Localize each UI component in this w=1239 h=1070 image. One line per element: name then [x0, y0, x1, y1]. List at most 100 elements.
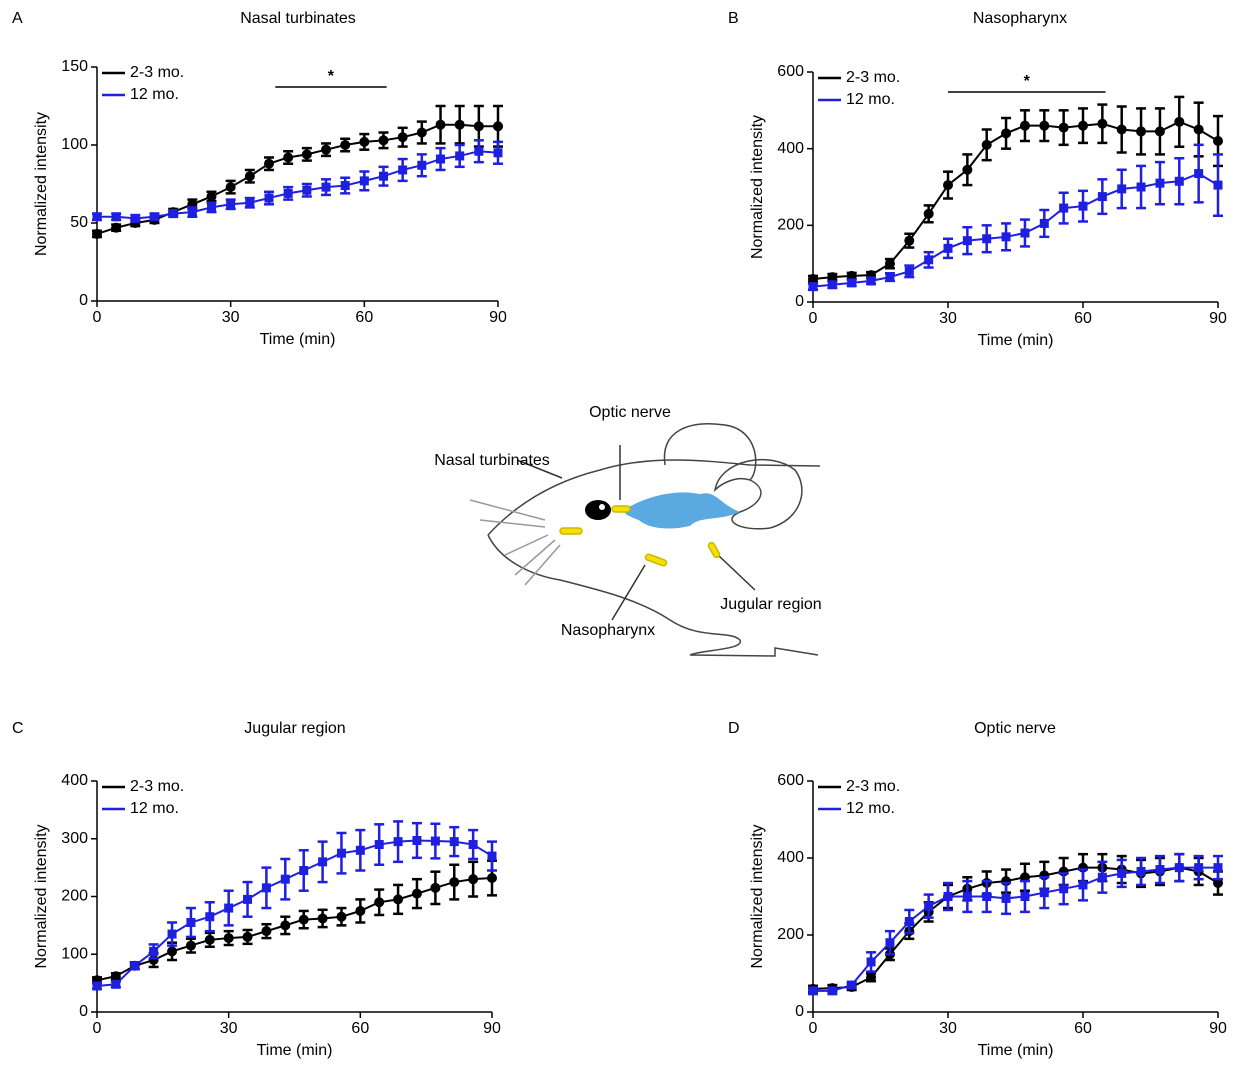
marker — [808, 274, 818, 284]
marker — [1019, 872, 1030, 883]
x-tick-label: 60 — [1074, 1020, 1092, 1037]
marker — [187, 207, 197, 217]
head-outline — [487, 459, 821, 536]
y-tick-label: 400 — [61, 772, 88, 789]
marker — [827, 986, 837, 996]
marker — [885, 938, 895, 948]
nasopharynx-marker — [644, 553, 668, 567]
marker — [847, 980, 857, 990]
marker — [1136, 182, 1146, 192]
marker — [1020, 892, 1030, 901]
jaw-outline — [487, 534, 819, 657]
marker — [808, 986, 818, 996]
marker — [962, 164, 973, 175]
marker — [904, 917, 914, 927]
y-tick-label: 0 — [795, 1003, 804, 1020]
x-tick-label: 90 — [1209, 1020, 1227, 1037]
arrow-nasopharynx — [611, 564, 646, 621]
marker — [1001, 232, 1011, 242]
marker — [416, 127, 427, 138]
x-tick-label: 0 — [809, 310, 818, 327]
marker — [397, 132, 408, 143]
marker — [226, 199, 236, 209]
marker — [474, 146, 484, 156]
series-line — [813, 866, 1218, 992]
marker — [1059, 884, 1069, 894]
marker — [487, 851, 497, 861]
marker — [417, 160, 427, 170]
marker — [904, 235, 915, 246]
marker — [884, 258, 895, 269]
marker — [1001, 893, 1011, 903]
panel-letter: A — [12, 10, 23, 27]
marker — [827, 272, 838, 283]
marker — [1213, 136, 1223, 146]
marker — [393, 894, 404, 905]
legend-label: 12 mo. — [846, 91, 895, 108]
marker — [374, 840, 384, 850]
legend-label: 2-3 mo. — [130, 778, 184, 795]
marker — [321, 182, 331, 192]
brain-vessels — [624, 492, 740, 529]
chart-title: Nasal turbinates — [240, 10, 356, 27]
marker — [298, 914, 309, 925]
marker — [149, 946, 159, 956]
marker — [981, 139, 992, 150]
marker — [299, 866, 309, 876]
marker — [280, 874, 290, 884]
y-axis-label: Normalized intensity — [749, 824, 766, 968]
diagram-label: Jugular region — [720, 596, 821, 613]
marker — [449, 877, 460, 888]
marker — [982, 892, 992, 901]
marker — [374, 897, 385, 908]
marker — [1193, 124, 1204, 135]
marker — [1039, 120, 1050, 131]
marker — [1194, 169, 1204, 179]
marker — [487, 873, 497, 884]
marker — [923, 208, 934, 219]
ear-back — [663, 423, 757, 481]
x-tick-label: 60 — [351, 1020, 369, 1037]
legend-label: 12 mo. — [130, 800, 179, 817]
y-tick-label: 50 — [70, 214, 88, 231]
chart-title: Nasopharynx — [973, 10, 1067, 27]
x-tick-label: 90 — [1209, 310, 1227, 327]
x-tick-label: 90 — [483, 1020, 501, 1037]
marker — [225, 182, 236, 193]
marker — [359, 136, 370, 147]
arrow-jugular — [717, 554, 756, 591]
marker — [204, 934, 215, 945]
marker — [982, 234, 992, 244]
marker — [1059, 203, 1069, 213]
marker — [1019, 120, 1030, 131]
marker — [318, 857, 328, 867]
arrow-nasal — [516, 459, 563, 479]
marker — [1174, 863, 1184, 873]
panel-letter: C — [12, 720, 24, 737]
y-axis-label: Normalized intensity — [33, 112, 50, 256]
marker — [468, 874, 479, 885]
marker — [1097, 192, 1107, 202]
legend-label: 12 mo. — [130, 86, 179, 103]
marker — [92, 228, 102, 239]
y-tick-label: 400 — [777, 140, 804, 157]
panel-letter: D — [728, 720, 740, 737]
marker — [1039, 218, 1049, 228]
marker — [205, 912, 215, 922]
marker — [1213, 878, 1223, 889]
marker — [866, 957, 876, 967]
marker — [393, 837, 403, 847]
y-tick-label: 100 — [61, 945, 88, 962]
marker — [1117, 868, 1127, 878]
y-tick-label: 0 — [79, 1003, 88, 1020]
marker — [1001, 128, 1012, 139]
x-axis-label: Time (min) — [260, 331, 336, 348]
marker — [808, 282, 818, 292]
eye-highlight — [599, 504, 605, 510]
x-tick-label: 0 — [93, 1020, 102, 1037]
marker — [378, 135, 389, 146]
legend-label: 12 mo. — [846, 800, 895, 817]
marker — [280, 920, 291, 931]
marker — [943, 892, 953, 901]
